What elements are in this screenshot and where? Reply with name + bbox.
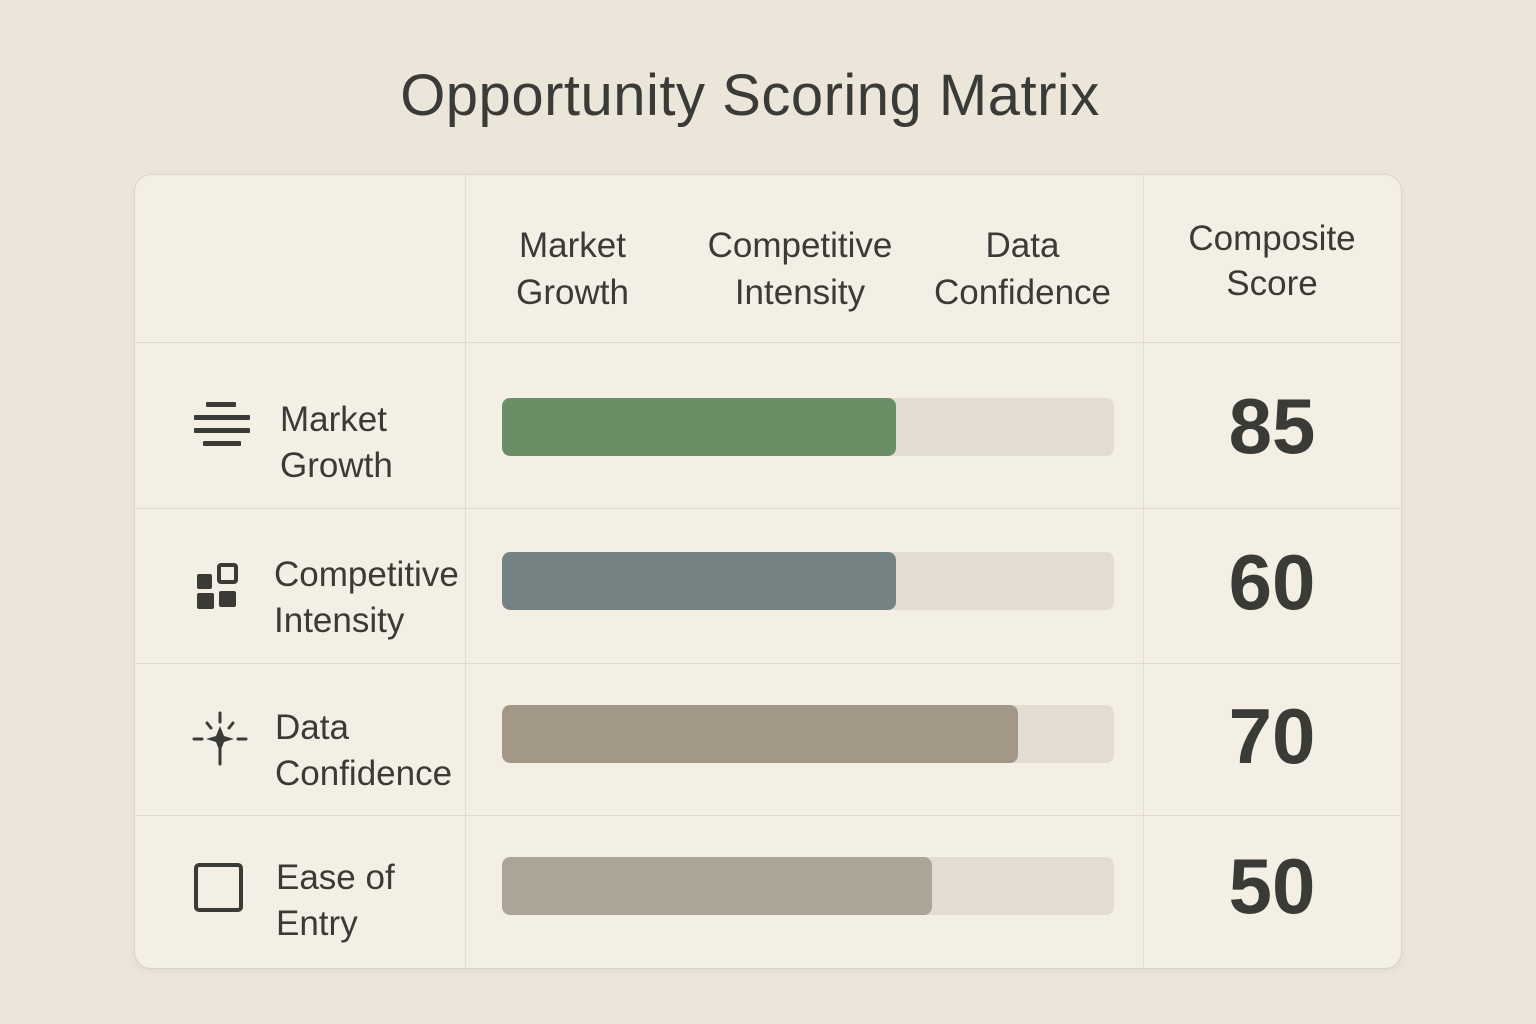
page-title: Opportunity Scoring Matrix xyxy=(400,63,1100,128)
bar-fill-competitive-intensity xyxy=(502,552,897,610)
composite-score: 60 xyxy=(1228,538,1316,626)
header-composite-score: Composite Score xyxy=(1143,216,1401,306)
header-text: Market xyxy=(519,226,626,265)
row-label-text: Competitive xyxy=(274,555,459,594)
bar-track xyxy=(502,398,1114,456)
column-divider xyxy=(465,175,466,968)
header-text: Confidence xyxy=(933,273,1112,312)
lines-icon xyxy=(192,397,252,457)
header-competitive-intensity: Competitive Intensity xyxy=(690,222,910,316)
row-divider xyxy=(135,663,1401,664)
row-label-text: Intensity xyxy=(274,601,405,640)
row-label-text: Confidence xyxy=(275,754,453,793)
header-text: Data xyxy=(985,226,1060,265)
bar-track xyxy=(502,705,1114,763)
bar-track xyxy=(502,552,1114,610)
row-label-text: Market xyxy=(280,400,387,439)
header-text: Intensity xyxy=(734,273,866,312)
row-label-text: Ease of xyxy=(276,858,395,897)
row-divider xyxy=(135,815,1401,816)
header-text: Score xyxy=(1226,264,1318,303)
header-data-confidence: Data Confidence xyxy=(920,222,1125,316)
column-divider xyxy=(1143,175,1144,968)
row-label-text: Entry xyxy=(276,904,358,943)
sparkle-icon xyxy=(190,708,250,768)
header-text: Competitive xyxy=(707,226,893,265)
header-text: Composite xyxy=(1188,219,1356,258)
header-market-growth: Market Growth xyxy=(495,222,650,316)
bar-fill-data-confidence xyxy=(502,705,1018,763)
header-text: Growth xyxy=(516,273,629,312)
row-label-text: Growth xyxy=(280,446,393,485)
bar-fill-market-growth xyxy=(502,398,897,456)
row-label: Market Growth xyxy=(280,397,393,489)
composite-score: 85 xyxy=(1228,382,1316,470)
square-outline-icon xyxy=(189,858,249,918)
grid-squares-icon xyxy=(190,558,250,618)
composite-score: 70 xyxy=(1228,692,1316,780)
row-label-text: Data xyxy=(275,708,349,747)
bar-fill-ease-of-entry xyxy=(502,857,933,915)
row-divider xyxy=(135,342,1401,343)
scoring-matrix-card: Market Growth Competitive Intensity Data… xyxy=(135,175,1401,968)
row-label: Competitive Intensity xyxy=(274,552,459,644)
row-label: Data Confidence xyxy=(275,705,452,797)
row-divider xyxy=(135,508,1401,509)
row-label: Ease of Entry xyxy=(276,855,395,947)
composite-score: 50 xyxy=(1228,842,1316,930)
bar-track xyxy=(502,857,1114,915)
